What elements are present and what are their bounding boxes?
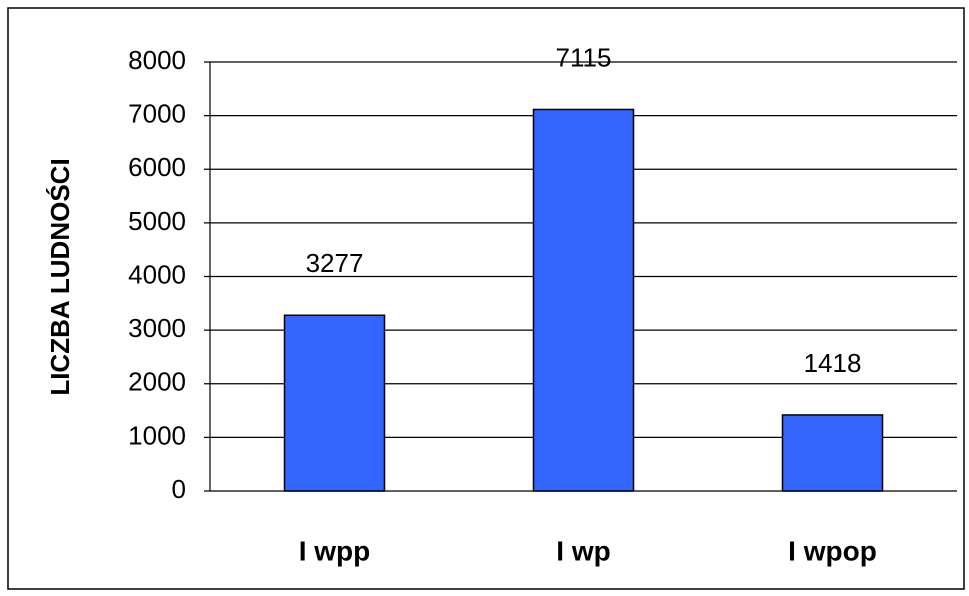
y-tick-label: 3000 <box>128 313 186 343</box>
bar <box>532 108 635 492</box>
y-tick-label: 4000 <box>128 259 186 289</box>
y-tick-label: 7000 <box>128 99 186 129</box>
x-tick-label: I wp <box>556 535 610 566</box>
bar <box>283 314 386 492</box>
y-tick-label: 8000 <box>128 45 186 75</box>
data-label: 3277 <box>306 248 364 278</box>
y-tick-label: 0 <box>172 474 186 504</box>
y-axis-label: LICZBA LUDNOŚCI <box>45 158 75 395</box>
y-tick-label: 5000 <box>128 206 186 236</box>
y-tick-label: 1000 <box>128 420 186 450</box>
chart-frame <box>7 7 965 590</box>
x-tick-label: I wpop <box>788 535 877 566</box>
y-tick-label: 2000 <box>128 367 186 397</box>
x-tick-label: I wpp <box>299 535 371 566</box>
data-label: 1418 <box>804 348 862 378</box>
y-tick-label: 6000 <box>128 152 186 182</box>
bar <box>781 414 884 492</box>
data-label: 7115 <box>556 42 612 72</box>
